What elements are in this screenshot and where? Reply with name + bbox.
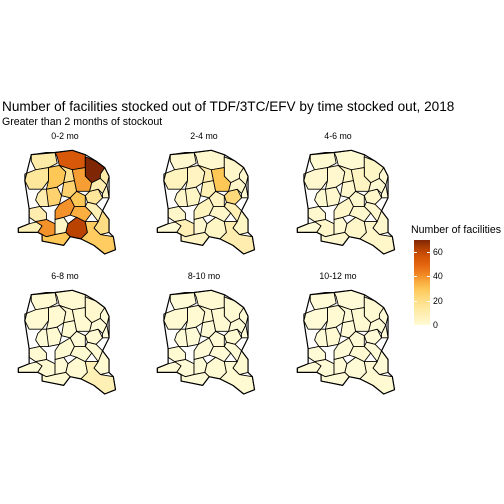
province-region <box>174 188 188 207</box>
province-region <box>169 152 197 171</box>
legend-tick-mark <box>414 325 417 326</box>
drc-map-0-2 <box>17 149 117 255</box>
panel-label-8-10: 8-10 mo <box>187 271 221 281</box>
drc-map-6-8 <box>17 289 117 395</box>
drc-map-10-12 <box>296 289 396 395</box>
country-outline <box>17 149 117 255</box>
province-region <box>24 307 49 330</box>
drc-map-4-6 <box>296 149 396 255</box>
panel-label-4-6: 4-6 mo <box>324 131 352 141</box>
map-panel-2-4 <box>143 140 261 258</box>
country-outline <box>296 289 396 395</box>
country-outline <box>156 289 256 395</box>
legend-tick-label: 0 <box>433 320 438 330</box>
province-region <box>163 307 188 330</box>
map-panel-8-10 <box>143 280 261 398</box>
map-panel-6-8 <box>4 280 122 398</box>
province-region <box>303 167 328 190</box>
country-outline <box>17 289 117 395</box>
legend-tick-label: 20 <box>433 295 443 306</box>
province-region <box>309 152 337 171</box>
province-region <box>69 330 86 347</box>
province-region <box>348 190 365 207</box>
legend-tick-mark <box>427 300 430 302</box>
province-region <box>30 292 58 311</box>
map-subtitle: Greater than 2 months of stockout <box>2 116 163 128</box>
province-region <box>28 346 47 363</box>
province-region <box>314 188 328 207</box>
panel-label-6-8: 6-8 mo <box>51 271 79 281</box>
province-region <box>169 292 197 311</box>
province-region <box>174 328 188 347</box>
province-region <box>30 152 58 171</box>
panel-label-0-2: 0-2 mo <box>51 131 79 141</box>
province-region <box>69 190 86 207</box>
province-region <box>348 330 365 347</box>
map-panel-4-6 <box>283 140 401 258</box>
legend-tick-mark <box>414 300 417 302</box>
legend-title: Number of facilities <box>411 224 502 236</box>
panel-label-10-12: 10-12 mo <box>319 271 357 281</box>
legend-tick-mark <box>414 252 417 254</box>
drc-map-8-10 <box>156 289 256 395</box>
province-region <box>35 188 49 207</box>
drc-map-2-4 <box>156 149 256 255</box>
province-region <box>28 206 47 223</box>
legend-tick-mark <box>427 276 430 278</box>
legend-tick-mark <box>427 252 430 254</box>
map-panel-0-2 <box>4 140 122 258</box>
country-outline <box>296 149 396 255</box>
map-panel-10-12 <box>283 280 401 398</box>
province-region <box>35 328 49 347</box>
country-outline <box>156 149 256 255</box>
province-region <box>24 167 49 190</box>
province-region <box>307 206 326 223</box>
province-region <box>208 190 225 207</box>
province-region <box>307 346 326 363</box>
province-region <box>314 328 328 347</box>
province-region <box>167 346 186 363</box>
province-region <box>309 292 337 311</box>
map-title: Number of facilities stocked out of TDF/… <box>2 99 455 114</box>
legend-tick-label: 60 <box>433 247 443 258</box>
province-region <box>303 307 328 330</box>
province-region <box>163 167 188 190</box>
legend-color-bar <box>414 240 430 325</box>
legend-tick-mark <box>427 325 430 326</box>
legend-tick-label: 40 <box>433 271 443 282</box>
panel-label-2-4: 2-4 mo <box>190 131 218 141</box>
legend-tick-mark <box>414 276 417 278</box>
province-region <box>208 330 225 347</box>
province-region <box>167 206 186 223</box>
